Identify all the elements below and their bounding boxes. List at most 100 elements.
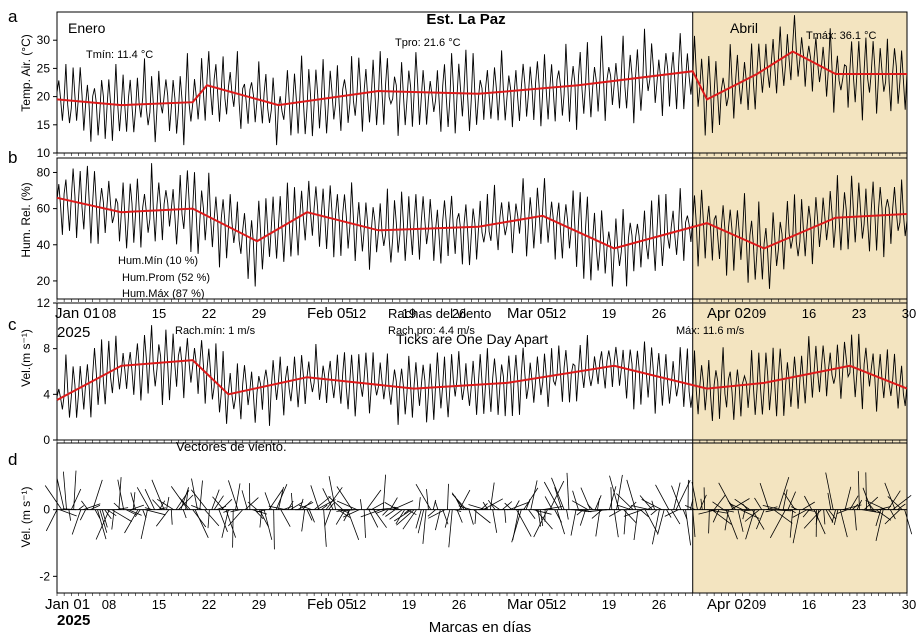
wind-vector (382, 474, 386, 510)
wind-vector (566, 472, 570, 510)
wind-vector (713, 494, 726, 510)
x-tick-label: 12 (352, 597, 366, 612)
wind-vector (156, 498, 174, 511)
wind-vector (478, 508, 487, 511)
wind-vector (644, 509, 659, 534)
wind-vector (444, 509, 451, 528)
wind-vector (182, 509, 187, 519)
x-year-label: 2025 (57, 324, 90, 341)
wind-vector (394, 506, 401, 511)
wind-vector (727, 500, 736, 510)
y-axis-label: Vel. (m s⁻¹) (19, 486, 33, 547)
wind-vector (336, 486, 353, 510)
y-tick-label: -2 (39, 569, 50, 583)
wind-vector (474, 509, 477, 524)
wind-vector (792, 509, 808, 518)
wind-vector (769, 509, 786, 539)
panel-letter: a (8, 7, 18, 26)
wind-vector (111, 509, 133, 522)
wind-vector (549, 480, 565, 510)
wind-vector (802, 509, 810, 518)
annotation: Enero (68, 20, 106, 36)
wind-vector (324, 509, 332, 527)
wind-vector (878, 506, 892, 511)
wind-vector (371, 502, 384, 511)
wind-vector (360, 499, 363, 510)
mean-line (56, 50, 907, 107)
wind-vector (179, 497, 191, 510)
mean-line (56, 196, 908, 250)
wind-vector (435, 509, 441, 531)
wind-vector (385, 509, 396, 517)
wind-vector (373, 509, 387, 528)
wind-vector (56, 478, 65, 510)
wind-vector (513, 500, 520, 510)
annotation: Abril (730, 20, 758, 36)
wind-vector (144, 507, 153, 511)
panel-letter: c (8, 315, 17, 334)
wind-vector (301, 500, 312, 510)
wind-vector (542, 506, 563, 511)
wind-vector (787, 491, 796, 510)
wind-vector (489, 482, 495, 510)
mean-line (56, 359, 908, 401)
wind-vector (743, 509, 758, 512)
wind-vector (482, 501, 489, 510)
wind-vector (802, 501, 816, 511)
wind-vector (116, 507, 129, 511)
x-axis-label: Marcas en días (429, 619, 532, 635)
wind-vector (101, 509, 108, 528)
wind-vector (178, 494, 194, 510)
x-tick-label: Jan 01 (55, 305, 100, 322)
wind-vector (252, 509, 268, 515)
wind-vector (544, 496, 553, 510)
wind-vector (652, 509, 660, 545)
wind-vector (587, 503, 594, 510)
wind-vector (594, 495, 602, 510)
wind-vector (789, 509, 794, 538)
wind-vector (825, 509, 834, 523)
wind-vector (458, 505, 472, 511)
x-tick-label: 19 (602, 597, 616, 612)
wind-vector (417, 509, 425, 534)
wind-vector (309, 509, 315, 523)
wind-vector (828, 509, 837, 520)
y-axis-label: Vel.(m s⁻¹) (19, 329, 33, 387)
wind-vector (278, 486, 284, 510)
wind-vector (751, 509, 765, 530)
wind-vector (571, 500, 589, 511)
wind-vector (490, 502, 501, 510)
wind-vector (756, 509, 765, 530)
annotation: Tmín: 11.4 °C (86, 49, 153, 61)
wind-vector (641, 499, 662, 511)
wind-vector (442, 509, 449, 525)
wind-vector (136, 487, 151, 510)
wind-vector (79, 509, 86, 521)
x-tick-label: 22 (202, 306, 216, 321)
wind-vector (130, 504, 145, 511)
wind-vector (213, 495, 224, 510)
wind-vector (650, 509, 658, 516)
wind-vector (273, 509, 275, 550)
annotation: Rachas del viento (388, 306, 491, 321)
wind-vector (556, 509, 565, 535)
annotation: Vectores de viento. (176, 439, 287, 454)
wind-vector (426, 489, 429, 510)
wind-vector (434, 500, 439, 510)
wind-vector (884, 482, 896, 510)
wind-vector (718, 482, 734, 510)
wind-vector (782, 489, 788, 510)
x-tick-label: 12 (552, 306, 566, 321)
wind-vector (892, 494, 912, 510)
y-tick-label: 30 (37, 33, 51, 47)
y-tick-label: 15 (37, 118, 51, 132)
wind-vector (263, 509, 273, 540)
y-tick-label: 60 (37, 202, 51, 216)
x-tick-label: Mar 05 (507, 596, 554, 613)
wind-vector (310, 485, 320, 510)
wind-vector (194, 509, 209, 538)
wind-vector (762, 505, 781, 511)
wind-vector (402, 509, 417, 530)
wind-vector (804, 495, 813, 510)
wind-vector (367, 508, 377, 511)
